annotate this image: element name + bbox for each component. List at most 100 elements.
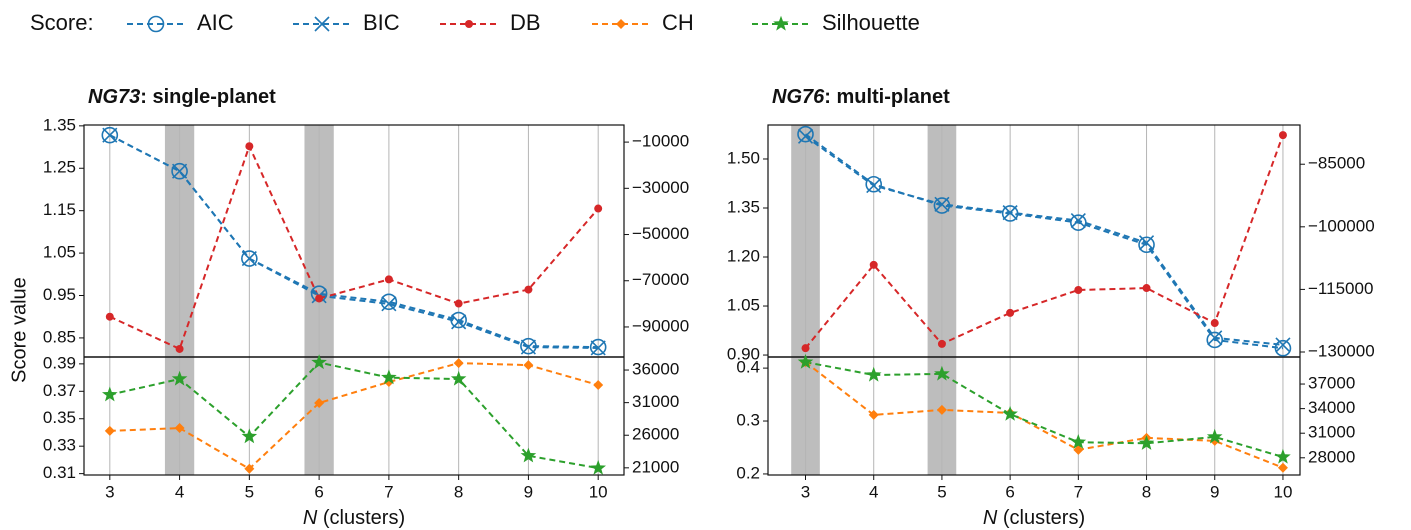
y-axis-label: Score value <box>8 277 30 383</box>
marker-circle <box>1070 214 1087 231</box>
marker-dot <box>937 339 946 348</box>
legend-marker <box>147 15 165 33</box>
marker-star <box>590 459 606 475</box>
marker-x <box>1138 235 1155 251</box>
marker-circle <box>241 250 258 267</box>
marker-star <box>1275 448 1291 464</box>
marker-dot <box>801 344 810 353</box>
legend-label: DB <box>510 10 541 35</box>
y2-tick-label: −30000 <box>632 178 689 197</box>
plot-frame <box>83 124 625 476</box>
series-line <box>109 143 599 351</box>
marker-dot <box>245 142 254 151</box>
panel-title: NG76: multi-planet <box>772 86 950 108</box>
marker-x <box>451 314 467 330</box>
marker-dot <box>1006 308 1015 317</box>
x-tick-label: 3 <box>801 482 810 501</box>
y-tick-label: 0.90 <box>727 345 760 364</box>
x-label-italic: N <box>983 507 998 529</box>
marker-dot <box>175 344 184 353</box>
y2-tick-label: −10000 <box>632 132 689 151</box>
series-line <box>109 362 599 471</box>
title-rest: : single-planet <box>140 86 276 108</box>
marker-star <box>1002 405 1018 421</box>
x-tick-label: 9 <box>524 482 533 501</box>
y-tick-label: 0.39 <box>43 353 76 372</box>
panel: 3 4 5 6 7 8 9 10 0.90 1.05 1.20 1.35 1.50 −130000 −115… <box>727 86 1375 529</box>
marker-circle <box>1206 331 1224 349</box>
marker-star <box>797 353 814 369</box>
legend-marker <box>616 19 626 29</box>
marker-circle <box>933 197 951 214</box>
marker-circle <box>520 337 537 355</box>
y-tick-label: 0.85 <box>43 327 76 346</box>
title-italic: NG73 <box>88 86 140 108</box>
y-tick-label: 1.05 <box>43 243 76 262</box>
series-line <box>805 361 1284 458</box>
x-tick-label: 10 <box>589 482 608 501</box>
marker-diamond <box>244 463 255 474</box>
legend-label: AIC <box>197 10 234 35</box>
marker-circle <box>589 338 607 356</box>
x-label-rest: (clusters) <box>997 507 1085 529</box>
marker-x <box>172 163 188 179</box>
marker-star <box>1138 435 1155 450</box>
y2-tick-label: 34000 <box>1308 398 1355 417</box>
x-tick-label: 9 <box>1210 482 1219 501</box>
marker-dot <box>1142 284 1151 293</box>
x-tick-label: 7 <box>1074 482 1083 501</box>
y2-tick-label: −85000 <box>1308 154 1365 173</box>
marker-circle <box>797 125 814 143</box>
series-line <box>804 133 1284 350</box>
legend-marker <box>465 20 473 28</box>
marker-star <box>171 370 188 386</box>
series-line <box>109 134 599 349</box>
series-line <box>804 134 1284 349</box>
y-tick-label: 0.33 <box>43 436 76 455</box>
y-tick-label: 1.35 <box>727 197 760 216</box>
title-rest: : multi-planet <box>824 86 950 108</box>
y2-tick-label: −130000 <box>1308 341 1375 360</box>
x-tick-label: 8 <box>454 482 463 501</box>
x-tick-label: 4 <box>175 482 184 501</box>
marker-diamond <box>104 425 115 436</box>
series-line <box>109 361 599 470</box>
panel: 3 4 5 6 7 8 9 10 0.85 0.95 1.05 1.15 1.25 1.35 −10000 −… <box>8 86 689 529</box>
y2-tick-label: −115000 <box>1308 279 1373 298</box>
marker-circle <box>171 162 188 180</box>
marker-dot <box>524 285 533 294</box>
marker-star <box>934 365 950 381</box>
x-tick-label: 8 <box>1142 482 1151 501</box>
legend-title: Score: <box>30 10 94 35</box>
marker-diamond <box>868 409 879 420</box>
y-tick-label: 1.20 <box>727 246 760 265</box>
marker-star <box>311 354 327 370</box>
x-tick-label: 5 <box>937 482 946 501</box>
marker-circle <box>1274 339 1292 357</box>
y2-tick-label: −100000 <box>1308 216 1375 235</box>
marker-star <box>1070 434 1087 449</box>
marker-diamond <box>1073 444 1084 455</box>
marker-dot <box>315 294 324 303</box>
y2-tick-label: −70000 <box>632 270 689 289</box>
y-tick-label: 0.95 <box>43 285 76 304</box>
marker-circle <box>380 293 398 311</box>
x-tick-label: 6 <box>1005 482 1014 501</box>
legend-marker <box>773 15 789 31</box>
marker-x <box>102 127 118 143</box>
marker-x <box>520 339 536 355</box>
marker-diamond <box>523 360 534 371</box>
x-tick-label: 3 <box>105 482 114 501</box>
marker-x <box>1207 330 1223 346</box>
legend-label: BIC <box>363 10 400 35</box>
marker-diamond <box>453 358 464 369</box>
y-tick-label: 1.50 <box>727 148 760 167</box>
y-tick-label: 0.35 <box>43 408 76 427</box>
marker-circle <box>1138 236 1155 254</box>
y-tick-label: 0.31 <box>43 463 76 482</box>
panel-title: NG73: single-planet <box>88 86 276 108</box>
marker-star <box>1206 428 1223 444</box>
marker-x <box>934 196 950 212</box>
x-tick-label: 7 <box>384 482 393 501</box>
y-tick-label: 0.3 <box>736 411 760 430</box>
